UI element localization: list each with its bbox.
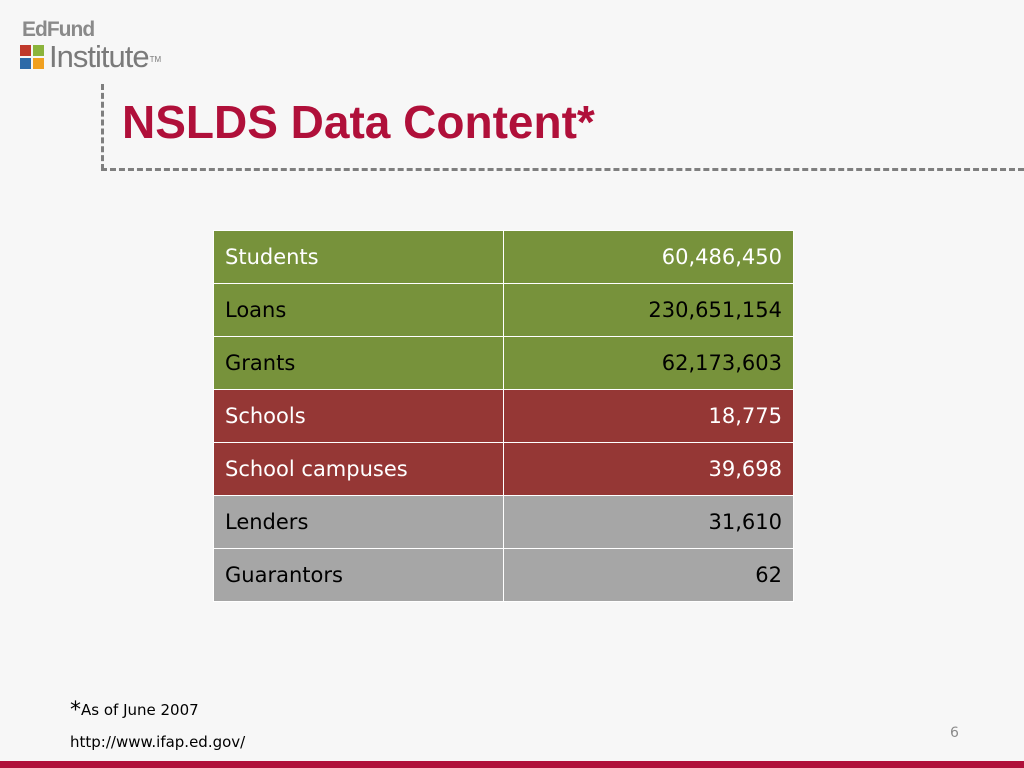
table-row: Grants 62,173,603 <box>213 336 794 390</box>
table-row: Schools 18,775 <box>213 389 794 443</box>
table-cell-value: 18,775 <box>503 389 794 443</box>
logo-square-3 <box>20 58 31 69</box>
table-cell-value: 60,486,450 <box>503 230 794 284</box>
table-row: Students 60,486,450 <box>213 230 794 284</box>
table-cell-value: 230,651,154 <box>503 283 794 337</box>
table-row: School campuses 39,698 <box>213 442 794 496</box>
logo-squares-icon <box>20 45 45 69</box>
logo-top-text: EdFund <box>22 18 95 41</box>
table-cell-value: 62,173,603 <box>503 336 794 390</box>
table-cell-value: 39,698 <box>503 442 794 496</box>
logo-square-4 <box>33 58 44 69</box>
table-cell-label: Lenders <box>213 495 504 549</box>
logo-square-2 <box>33 45 44 56</box>
table-cell-label: School campuses <box>213 442 504 496</box>
horizontal-dashed-divider <box>101 168 1024 171</box>
table-cell-value: 62 <box>503 548 794 602</box>
slide-title: NSLDS Data Content* <box>122 96 595 148</box>
logo-square-1 <box>20 45 31 56</box>
source-url: http://www.ifap.ed.gov/ <box>70 733 246 751</box>
edfund-institute-logo: EdFund InstituteTM <box>20 18 180 73</box>
table-cell-label: Grants <box>213 336 504 390</box>
table-row: Guarantors 62 <box>213 548 794 602</box>
logo-trademark: TM <box>149 55 162 64</box>
footnote-text: As of June 2007 <box>81 701 199 719</box>
footnote: *As of June 2007 <box>70 698 199 723</box>
table-cell-label: Schools <box>213 389 504 443</box>
nslds-data-table: Students 60,486,450 Loans 230,651,154 Gr… <box>213 230 794 602</box>
logo-bottom-word: Institute <box>49 39 150 74</box>
vertical-dashed-divider <box>101 84 104 170</box>
table-cell-label: Loans <box>213 283 504 337</box>
bottom-accent-bar <box>0 761 1024 768</box>
table-cell-label: Students <box>213 230 504 284</box>
table-row: Loans 230,651,154 <box>213 283 794 337</box>
page-number: 6 <box>950 725 959 741</box>
table-row: Lenders 31,610 <box>213 495 794 549</box>
logo-bottom-text: InstituteTM <box>49 41 161 73</box>
footnote-asterisk: * <box>70 698 81 723</box>
table-cell-label: Guarantors <box>213 548 504 602</box>
table-cell-value: 31,610 <box>503 495 794 549</box>
